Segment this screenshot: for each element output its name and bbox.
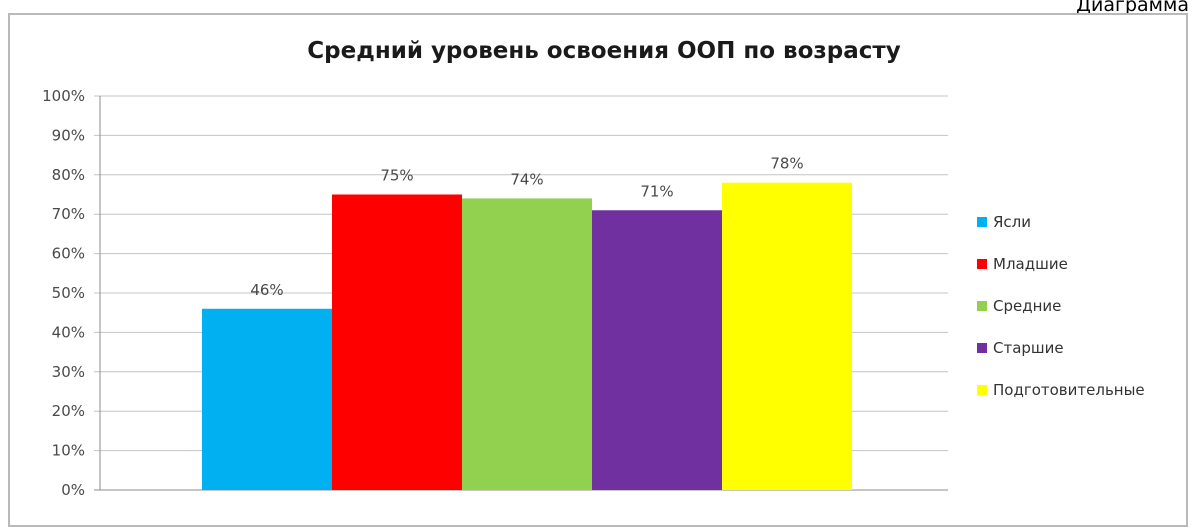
data-label: 71%: [640, 182, 673, 200]
y-tick-label: 90%: [52, 126, 85, 144]
legend: Ясли Младшие Средние Старшие Подготовительны…: [977, 213, 1145, 399]
y-tick-label: 0%: [61, 481, 85, 499]
bars: [202, 182, 852, 490]
bar-4: [592, 210, 722, 490]
chart-caption: Диаграмма: [1076, 0, 1189, 16]
y-axis-ticks: 0% 10% 20% 30% 40% 50% 60% 70% 80% 90% 100%: [42, 87, 85, 499]
legend-swatch: [977, 385, 987, 395]
y-tick-label: 30%: [52, 363, 85, 381]
data-label: 46%: [250, 281, 283, 299]
y-tick-label: 10%: [52, 442, 85, 460]
bar-1: [202, 308, 332, 490]
bar-5: [722, 182, 852, 490]
y-tick-label: 80%: [52, 166, 85, 184]
data-label: 75%: [380, 167, 413, 185]
legend-swatch: [977, 343, 987, 353]
y-tick-label: 60%: [52, 245, 85, 263]
data-label: 74%: [510, 170, 543, 188]
legend-swatch: [977, 217, 987, 227]
legend-swatch: [977, 259, 987, 269]
chart-title: Средний уровень освоения ООП по возрасту: [307, 38, 900, 64]
legend-entry: Подготовительные: [993, 381, 1145, 399]
legend-entry: Ясли: [993, 213, 1031, 231]
y-tick-label: 20%: [52, 402, 85, 420]
y-tick-label: 50%: [52, 284, 85, 302]
legend-entry: Младшие: [993, 255, 1068, 273]
y-tick-label: 70%: [52, 205, 85, 223]
data-labels: 46% 75% 74% 71% 78%: [250, 155, 803, 299]
data-label: 78%: [770, 155, 803, 173]
y-tick-label: 40%: [52, 323, 85, 341]
y-tick-label: 100%: [42, 87, 85, 105]
bar-3: [462, 198, 592, 490]
bar-2: [332, 194, 462, 490]
legend-entry: Средние: [993, 297, 1061, 315]
legend-swatch: [977, 301, 987, 311]
legend-entry: Старшие: [993, 339, 1064, 357]
